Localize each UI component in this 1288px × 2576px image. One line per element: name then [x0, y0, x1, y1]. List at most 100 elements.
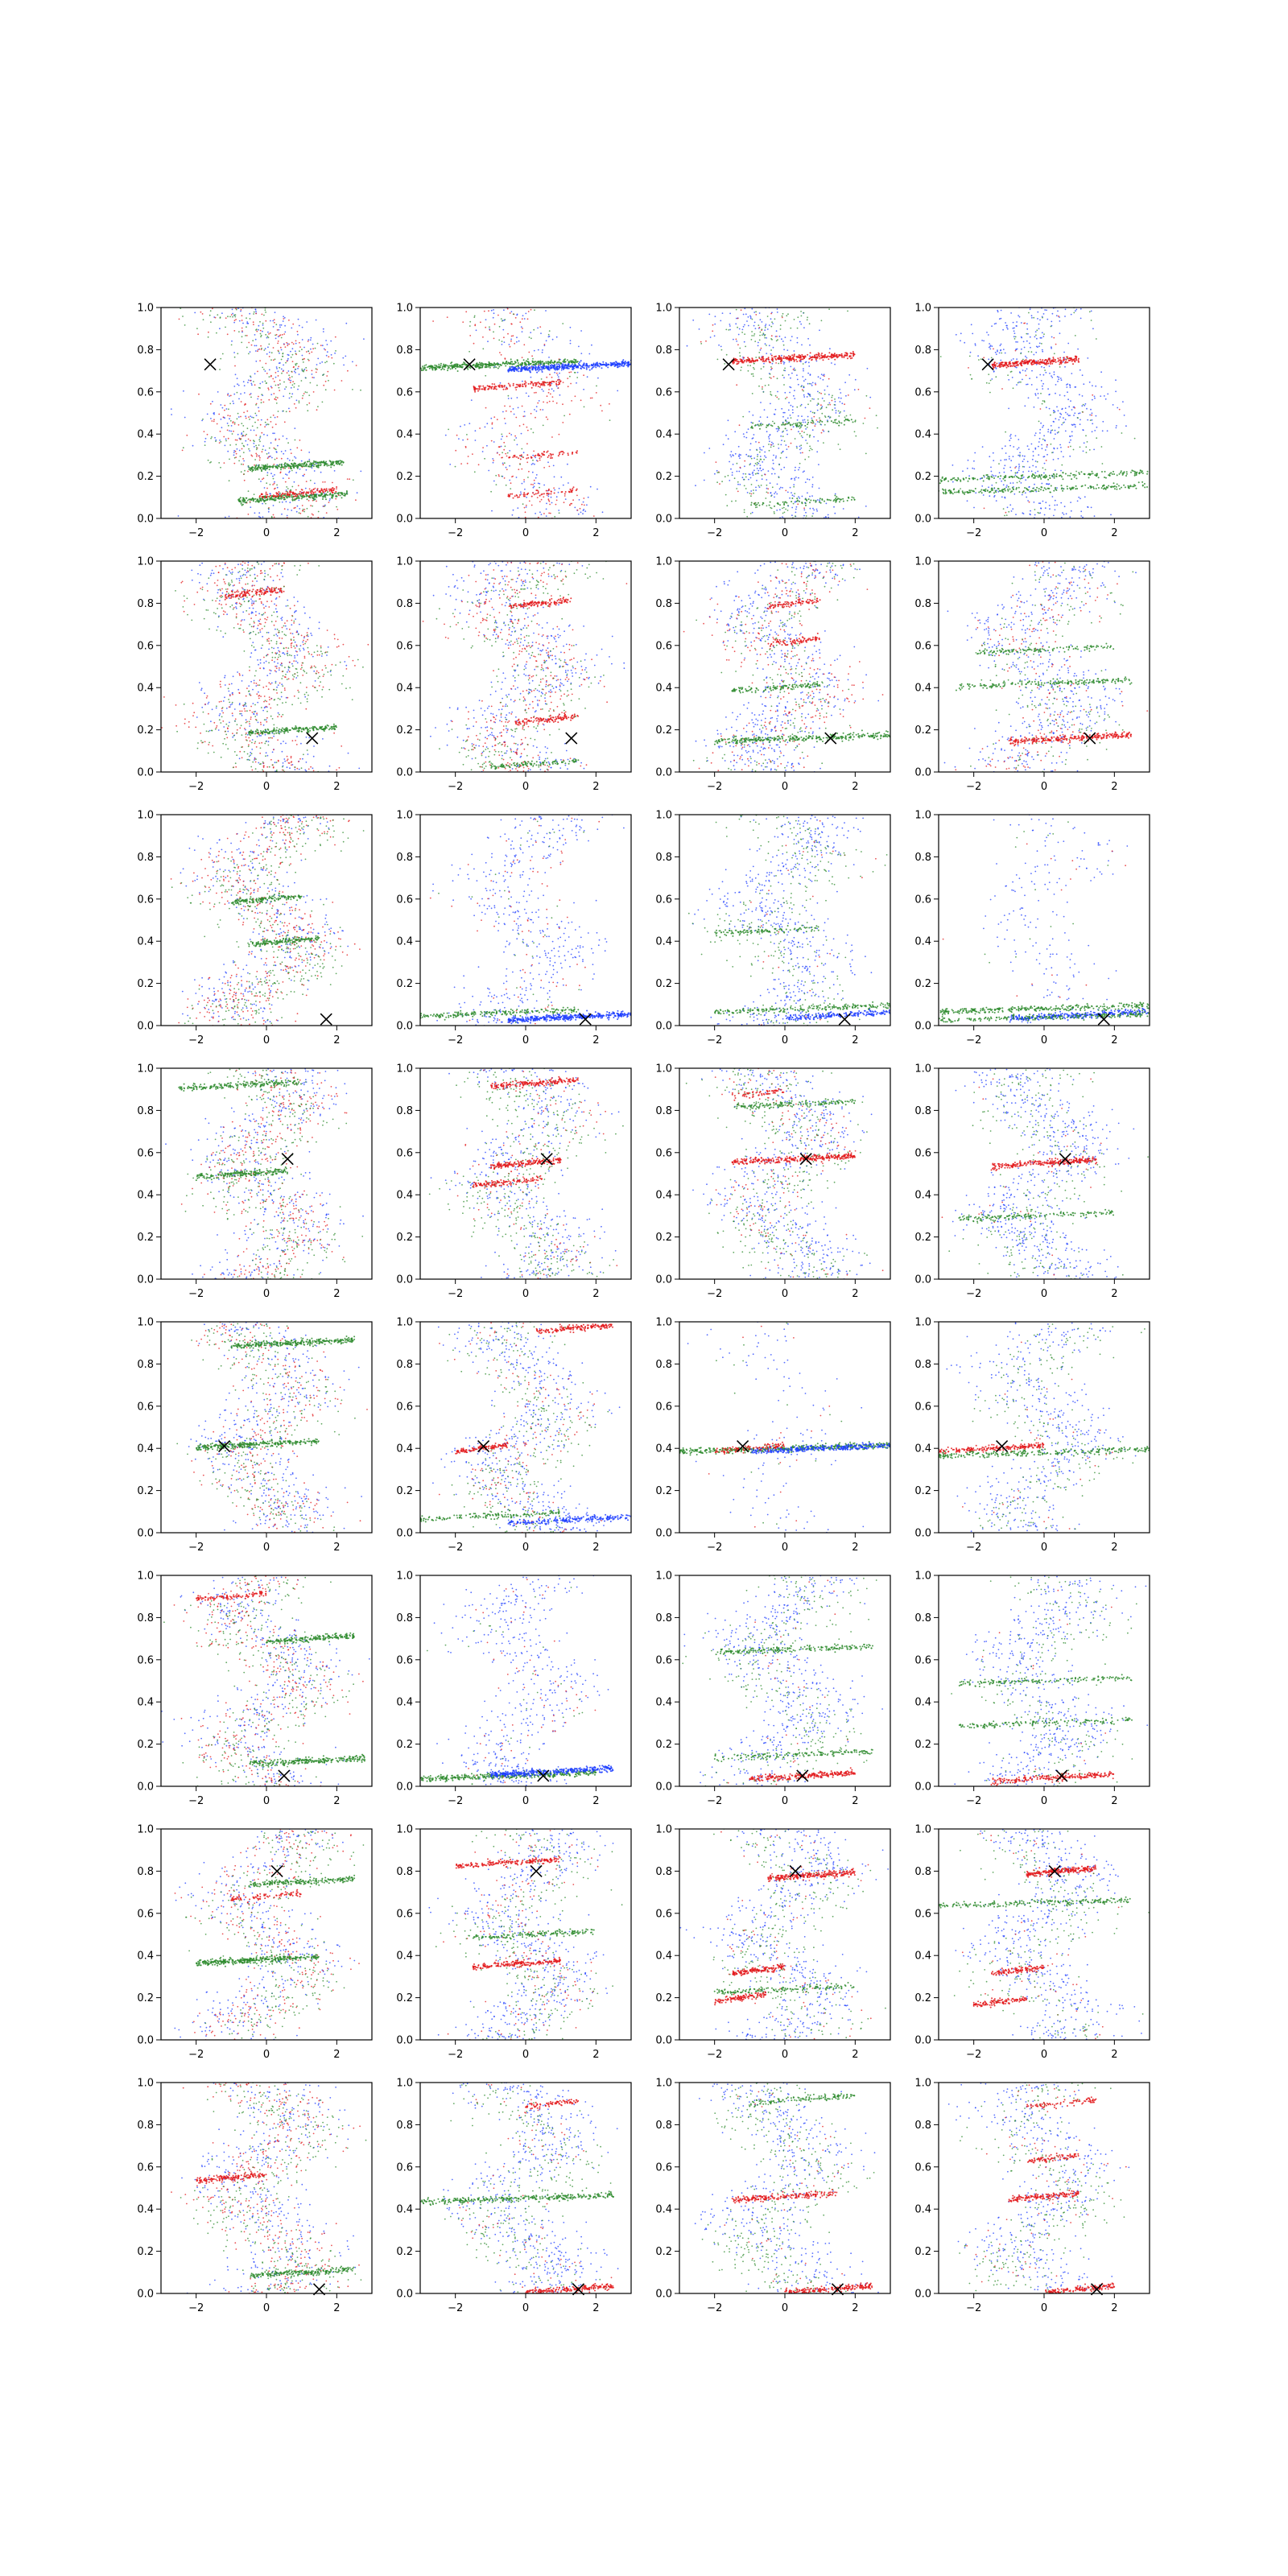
- point-red: [776, 396, 778, 398]
- point-red: [503, 418, 506, 419]
- point-red: [510, 335, 513, 337]
- point-blue: [759, 349, 762, 351]
- point-green: [482, 348, 485, 350]
- band-point-blue: [556, 367, 559, 369]
- band-point-red: [836, 357, 838, 359]
- point-red: [299, 440, 301, 441]
- point-red: [736, 384, 738, 386]
- band-point-green: [248, 498, 250, 501]
- scatter-points: [420, 308, 631, 518]
- band-point-green: [512, 363, 514, 365]
- point-green: [239, 456, 242, 457]
- point-blue: [1032, 451, 1034, 452]
- point-blue: [543, 390, 544, 392]
- point-blue: [988, 486, 989, 489]
- x-tick-label: 0: [782, 527, 788, 539]
- band-point-green: [838, 420, 840, 423]
- band-point-green: [451, 361, 453, 364]
- point-blue: [258, 324, 260, 327]
- point-red: [251, 455, 254, 457]
- point-red: [312, 377, 314, 378]
- point-red: [249, 501, 251, 502]
- y-tick-label: 0.2: [396, 471, 413, 483]
- point-red: [503, 336, 505, 339]
- point-red: [490, 440, 493, 442]
- point-blue: [296, 505, 299, 507]
- band-point-blue: [532, 366, 535, 369]
- point-blue: [776, 483, 778, 485]
- point-green: [261, 394, 263, 395]
- band-point-red: [293, 495, 295, 497]
- point-blue: [591, 344, 592, 346]
- band-point-red: [487, 388, 489, 390]
- point-red: [200, 311, 202, 313]
- point-blue: [758, 473, 759, 475]
- band-point-red: [482, 385, 485, 387]
- point-green: [747, 365, 749, 366]
- point-green: [758, 451, 761, 453]
- point-green: [182, 316, 184, 317]
- point-blue: [813, 398, 815, 400]
- point-red: [247, 438, 250, 440]
- point-red: [296, 447, 299, 449]
- band-point-green: [834, 494, 836, 497]
- band-point-green: [456, 364, 459, 366]
- band-point-red: [746, 359, 749, 361]
- point-red: [473, 342, 475, 345]
- band-point-red: [751, 357, 753, 360]
- point-blue: [1015, 349, 1017, 351]
- band-point-green: [322, 498, 324, 500]
- point-red: [265, 362, 267, 365]
- point-red: [543, 344, 546, 345]
- point-red: [771, 367, 773, 369]
- point-red: [767, 488, 770, 490]
- point-green: [236, 418, 238, 420]
- point-blue: [1039, 336, 1042, 339]
- point-green: [819, 392, 820, 394]
- band-point-red: [518, 457, 520, 460]
- band-point-green: [258, 464, 260, 466]
- point-blue: [1024, 492, 1026, 494]
- point-blue: [1016, 448, 1018, 450]
- point-blue: [502, 328, 505, 331]
- band-point-red: [516, 456, 518, 458]
- point-blue: [1084, 402, 1087, 405]
- point-blue: [745, 431, 748, 433]
- point-red: [829, 403, 832, 406]
- point-blue: [790, 340, 792, 341]
- point-blue: [758, 469, 760, 472]
- point-blue: [1030, 346, 1031, 349]
- point-red: [546, 376, 548, 378]
- point-blue: [766, 487, 768, 489]
- point-green: [262, 448, 264, 451]
- point-green: [770, 366, 772, 368]
- band-point-green: [300, 497, 303, 500]
- point-green: [772, 420, 774, 423]
- band-point-blue: [601, 363, 604, 365]
- point-blue: [747, 324, 749, 327]
- point-green: [574, 372, 576, 374]
- point-green: [306, 403, 308, 406]
- point-green: [838, 424, 840, 427]
- point-blue: [321, 345, 324, 347]
- band-point-green: [323, 462, 325, 464]
- point-red: [346, 478, 349, 480]
- point-blue: [807, 393, 810, 395]
- point-blue: [808, 478, 811, 481]
- point-blue: [1000, 309, 1002, 312]
- point-blue: [822, 374, 824, 377]
- point-blue: [692, 319, 695, 321]
- point-red: [283, 508, 286, 510]
- band-point-red: [324, 488, 326, 490]
- band-point-red: [781, 359, 783, 361]
- point-green: [317, 406, 319, 407]
- point-blue: [997, 349, 998, 351]
- point-blue: [1034, 472, 1037, 474]
- band-point-red: [816, 356, 819, 358]
- point-green: [824, 416, 827, 419]
- point-blue: [784, 336, 786, 338]
- x-tick-label: 0: [263, 527, 270, 539]
- point-blue: [297, 367, 299, 369]
- point-blue: [260, 419, 262, 421]
- point-red: [256, 456, 258, 457]
